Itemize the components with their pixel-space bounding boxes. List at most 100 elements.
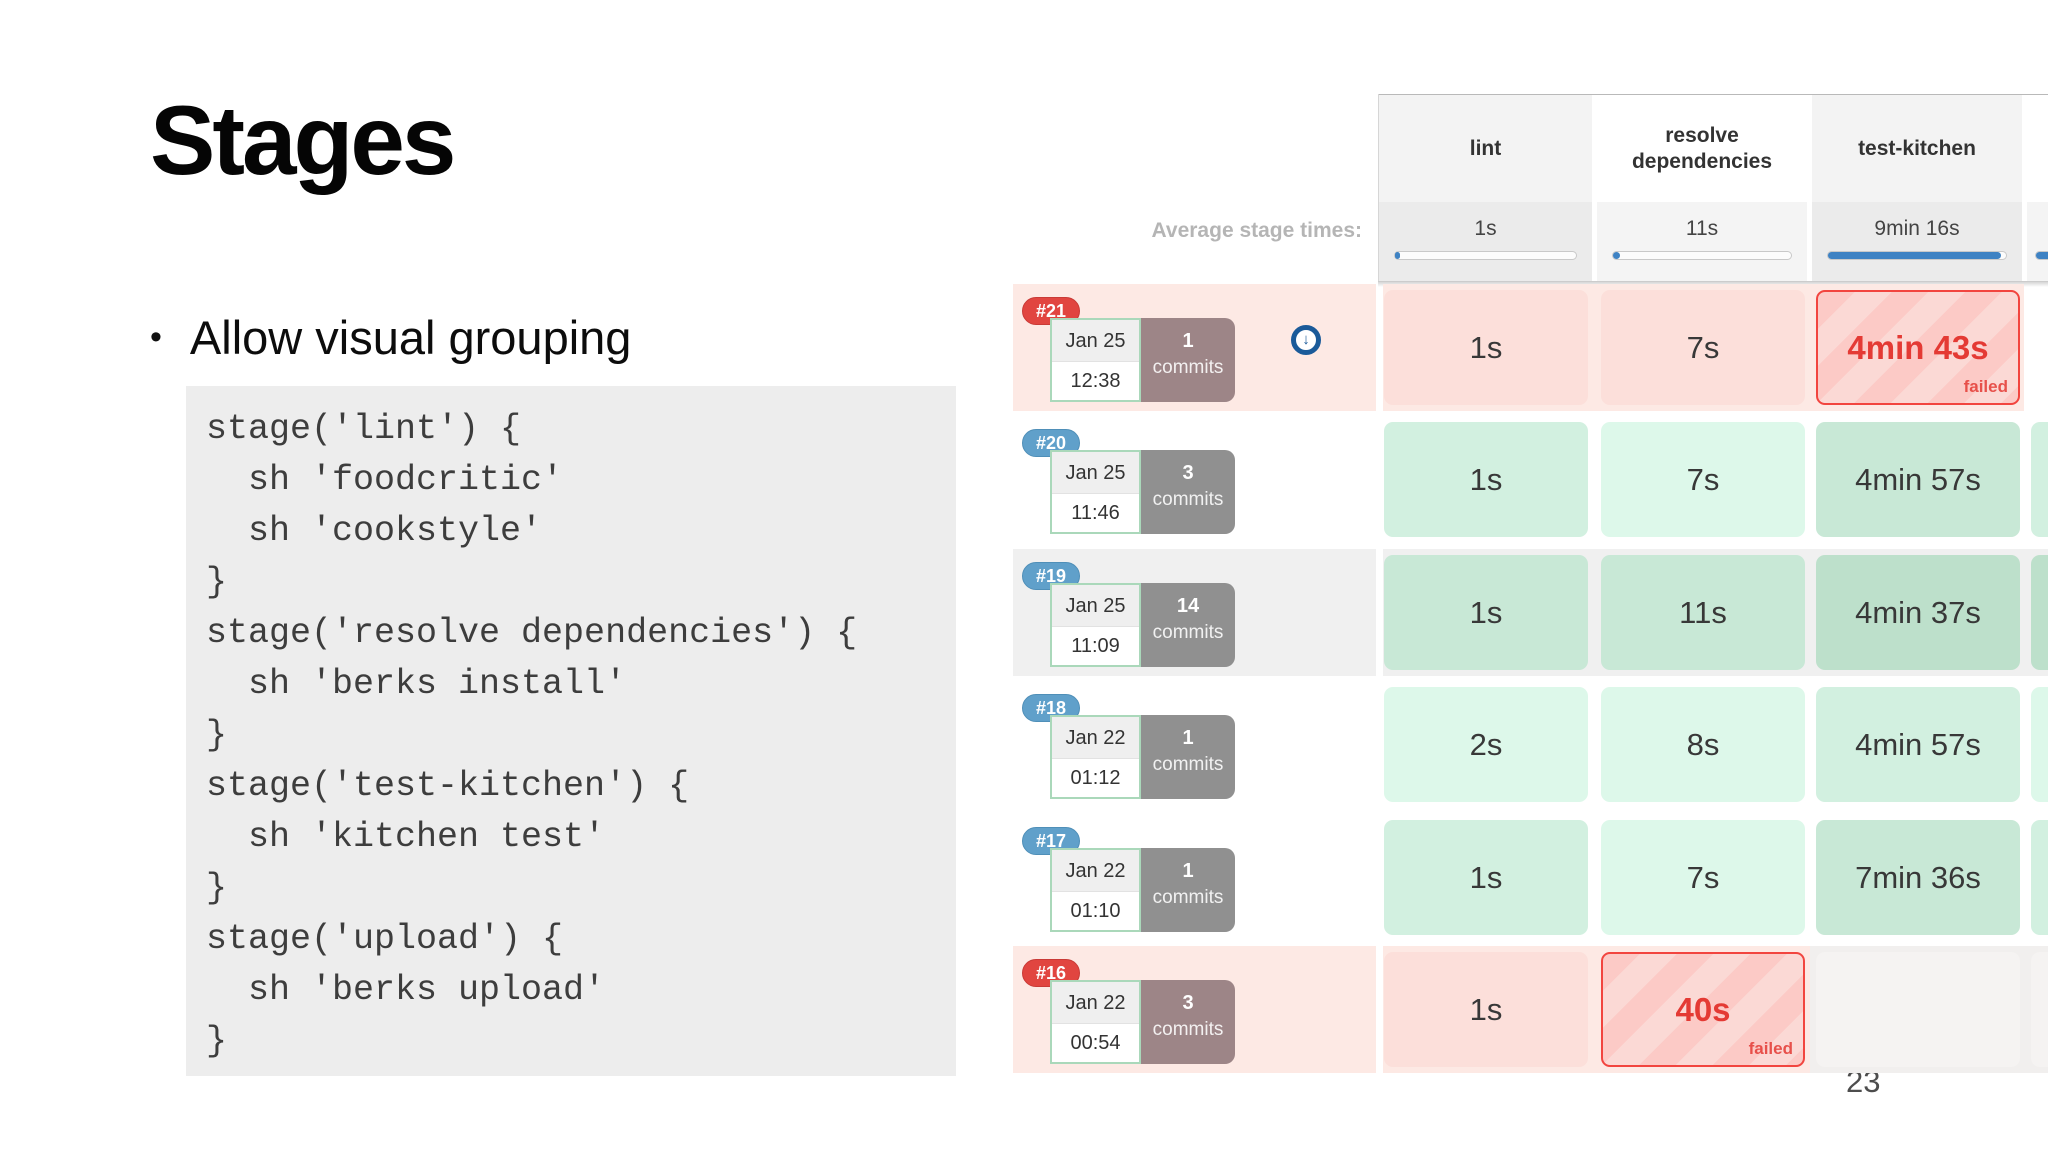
bullet-marker-icon: • <box>150 318 162 356</box>
build-commits-17[interactable]: 1 commits <box>1141 848 1235 932</box>
stage-cell-test-kitchen[interactable]: 4min 57s <box>1816 422 2020 537</box>
commits-label: commits <box>1152 887 1224 908</box>
table-top-border <box>1378 94 2048 95</box>
code-line: sh 'cookstyle' <box>206 511 543 551</box>
code-line: stage('lint') { <box>206 409 522 449</box>
stage-cell-cutoff[interactable] <box>2031 952 2048 1067</box>
code-block: stage('lint') { sh 'foodcritic' sh 'cook… <box>186 386 956 1076</box>
avg-progress-bar <box>1393 251 1578 260</box>
commits-count: 3 <box>1182 992 1194 1014</box>
build-time: 01:10 <box>1052 892 1139 930</box>
stage-cell-cutoff[interactable] <box>2031 555 2048 670</box>
commits-count: 1 <box>1182 860 1194 882</box>
build-commits-21[interactable]: 1 commits <box>1141 318 1235 402</box>
code-line: } <box>206 1021 228 1061</box>
stage-duration: 40s <box>1675 990 1731 1028</box>
commits-count: 1 <box>1182 330 1194 352</box>
build-datetime-16[interactable]: Jan 22 00:54 <box>1050 980 1141 1064</box>
column-header-cutoff <box>2027 95 2048 202</box>
build-datetime-17[interactable]: Jan 22 01:10 <box>1050 848 1141 932</box>
stage-cell-resolve-dependencies[interactable]: 7s <box>1601 820 1805 935</box>
build-datetime-21[interactable]: Jan 25 12:38 <box>1050 318 1141 402</box>
build-time: 11:09 <box>1052 627 1139 665</box>
build-date: Jan 25 <box>1052 452 1139 494</box>
code-line: stage('upload') { <box>206 919 564 959</box>
build-date: Jan 25 <box>1052 585 1139 627</box>
avg-cell-test-kitchen: 9min 16s <box>1812 202 2022 281</box>
schedule-clock-icon[interactable]: ↓ <box>1291 325 1321 355</box>
avg-time: 9min 16s <box>1874 217 1960 240</box>
stage-cell-resolve-dependencies[interactable]: 7s <box>1601 290 1805 405</box>
stage-cell-lint[interactable]: 1s <box>1384 290 1588 405</box>
bullet-text: Allow visual grouping <box>189 311 632 364</box>
build-datetime-18[interactable]: Jan 22 01:12 <box>1050 715 1141 799</box>
build-time: 11:46 <box>1052 494 1139 532</box>
stage-cell-test-kitchen-not-run[interactable] <box>1816 952 2020 1067</box>
commits-label: commits <box>1152 357 1224 378</box>
stage-cell-test-kitchen[interactable]: 4min 37s <box>1816 555 2020 670</box>
avg-progress-bar <box>1826 251 2008 260</box>
stage-cell-resolve-dependencies[interactable]: 8s <box>1601 687 1805 802</box>
code-line: } <box>206 868 228 908</box>
stage-cell-lint[interactable]: 1s <box>1384 952 1588 1067</box>
avg-progress-bar <box>2035 251 2048 260</box>
stage-cell-lint[interactable]: 1s <box>1384 422 1588 537</box>
table-left-border <box>1378 94 1379 282</box>
page-title: Stages <box>150 85 456 195</box>
avg-cell-resolve-dependencies: 11s <box>1597 202 1807 281</box>
stage-cell-cutoff[interactable] <box>2031 820 2048 935</box>
commits-count: 3 <box>1182 462 1194 484</box>
stage-cell-lint[interactable]: 2s <box>1384 687 1588 802</box>
stage-cell-resolve-dependencies[interactable]: 11s <box>1601 555 1805 670</box>
failed-label: failed <box>1963 377 2008 396</box>
avg-row-divider <box>1378 281 2048 282</box>
column-header-test-kitchen: test-kitchen <box>1812 95 2022 202</box>
commits-label: commits <box>1152 754 1224 775</box>
code-line: } <box>206 562 228 602</box>
build-commits-16[interactable]: 3 commits <box>1141 980 1235 1064</box>
build-time: 01:12 <box>1052 759 1139 797</box>
stage-cell-lint[interactable]: 1s <box>1384 555 1588 670</box>
stage-cell-test-kitchen-failed[interactable]: 4min 43s failed <box>1816 290 2020 405</box>
build-date: Jan 25 <box>1052 320 1139 362</box>
build-time: 00:54 <box>1052 1024 1139 1062</box>
average-stage-times-label: Average stage times: <box>1151 219 1362 242</box>
stage-cell-cutoff[interactable] <box>2031 687 2048 802</box>
column-header-lint: lint <box>1379 95 1592 202</box>
stage-cell-resolve-dependencies[interactable]: 7s <box>1601 422 1805 537</box>
stage-duration: 4min 43s <box>1847 328 1989 366</box>
failed-label: failed <box>1748 1039 1793 1058</box>
build-datetime-19[interactable]: Jan 25 11:09 <box>1050 583 1141 667</box>
build-commits-18[interactable]: 1 commits <box>1141 715 1235 799</box>
code-line: } <box>206 715 228 755</box>
stage-cell-lint[interactable]: 1s <box>1384 820 1588 935</box>
commits-label: commits <box>1152 489 1224 510</box>
avg-time: 1s <box>1474 217 1497 240</box>
stage-cell-test-kitchen[interactable]: 4min 57s <box>1816 687 2020 802</box>
avg-time: 11s <box>1685 217 1719 240</box>
code-line: sh 'kitchen test' <box>206 817 606 857</box>
code-line: stage('test-kitchen') { <box>206 766 690 806</box>
build-commits-19[interactable]: 14 commits <box>1141 583 1235 667</box>
build-datetime-20[interactable]: Jan 25 11:46 <box>1050 450 1141 534</box>
build-date: Jan 22 <box>1052 717 1139 759</box>
code-line: sh 'foodcritic' <box>206 460 564 500</box>
commits-label: commits <box>1152 622 1224 643</box>
build-time: 12:38 <box>1052 362 1139 400</box>
build-date: Jan 22 <box>1052 982 1139 1024</box>
commits-count: 14 <box>1176 595 1200 617</box>
bullet-item: • Allow visual grouping <box>150 310 631 365</box>
column-header-resolve-dependencies: resolve dependencies <box>1597 95 1807 202</box>
stage-cell-cutoff[interactable] <box>2031 422 2048 537</box>
build-date: Jan 22 <box>1052 850 1139 892</box>
commits-count: 1 <box>1182 727 1194 749</box>
avg-cell-cutoff <box>2027 202 2048 281</box>
code-line: sh 'berks upload' <box>206 970 606 1010</box>
code-line: sh 'berks install' <box>206 664 627 704</box>
code-line: stage('resolve dependencies') { <box>206 613 858 653</box>
commits-label: commits <box>1152 1019 1224 1040</box>
stage-cell-resolve-dependencies-failed[interactable]: 40s failed <box>1601 952 1805 1067</box>
build-commits-20[interactable]: 3 commits <box>1141 450 1235 534</box>
stage-cell-test-kitchen[interactable]: 7min 36s <box>1816 820 2020 935</box>
avg-cell-lint: 1s <box>1379 202 1592 281</box>
